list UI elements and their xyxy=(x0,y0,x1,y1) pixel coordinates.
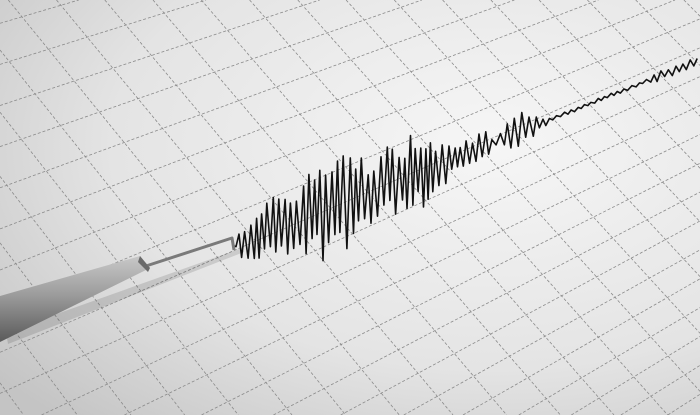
grid-line xyxy=(273,191,700,415)
grid-line xyxy=(490,0,700,222)
grid-line xyxy=(41,105,700,415)
grid-line xyxy=(0,0,515,189)
grid-line xyxy=(200,0,561,415)
grid-line xyxy=(0,76,700,394)
grid-line xyxy=(394,0,700,334)
grid-line xyxy=(442,0,700,277)
seismograph-needle xyxy=(0,236,244,344)
needle-joint xyxy=(138,256,150,272)
grid-line xyxy=(587,0,700,117)
grid-line xyxy=(0,242,132,415)
grid-line xyxy=(0,0,676,271)
grid-line xyxy=(124,134,700,415)
grid-line xyxy=(0,0,320,106)
seismic-trace xyxy=(233,58,698,262)
grid-line xyxy=(0,0,599,230)
grid-line xyxy=(683,0,700,17)
grid-line xyxy=(667,393,700,415)
grid-line xyxy=(249,0,615,415)
grid-line xyxy=(0,49,293,415)
grid-line xyxy=(297,0,668,415)
grid-line xyxy=(201,162,700,415)
needle-arm xyxy=(0,256,150,342)
grid-line xyxy=(403,249,700,415)
grid-line xyxy=(340,220,700,415)
grid-line xyxy=(345,0,700,392)
grid-line xyxy=(0,382,24,415)
grid-line xyxy=(518,307,700,415)
grid-line xyxy=(462,278,700,415)
grid-line xyxy=(538,0,700,169)
needle-tip xyxy=(145,236,236,268)
grid-line xyxy=(620,365,700,415)
grid-line xyxy=(7,0,347,415)
grid-line xyxy=(0,0,207,65)
grid-line xyxy=(635,0,700,66)
needle-shadow xyxy=(6,248,244,344)
grid-line xyxy=(0,0,423,147)
grid-line xyxy=(0,0,79,24)
grid-line xyxy=(571,336,700,415)
grid-line xyxy=(0,18,700,312)
